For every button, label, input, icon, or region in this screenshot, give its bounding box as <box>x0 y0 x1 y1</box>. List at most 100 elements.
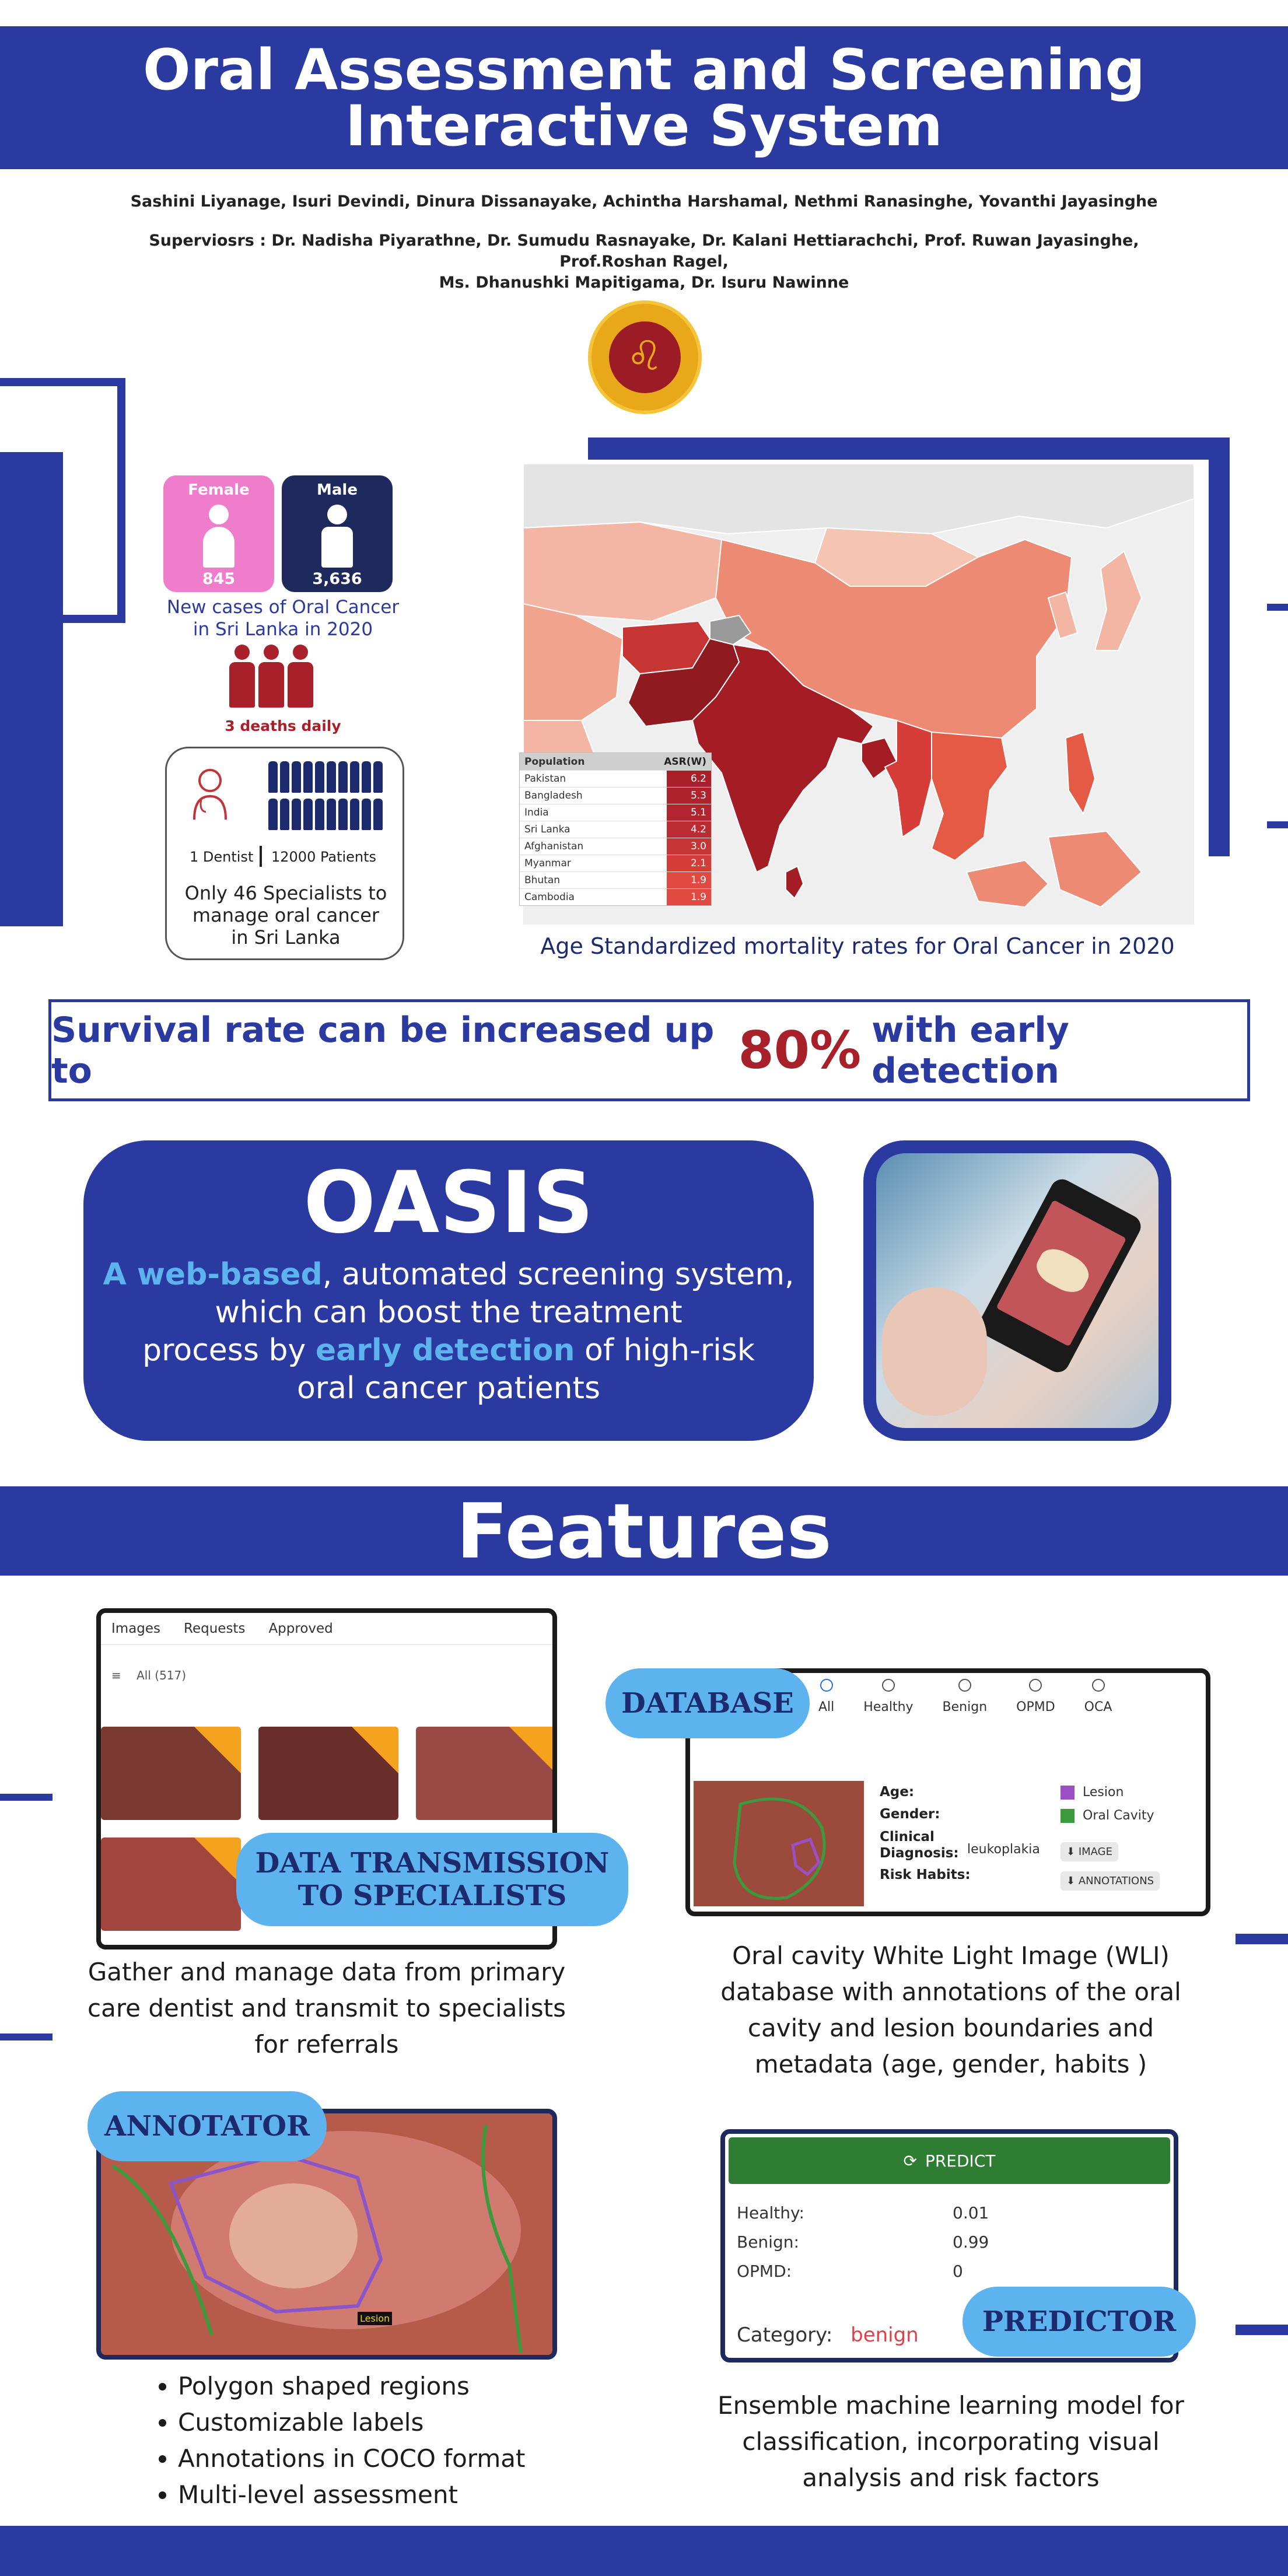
tab-requests[interactable]: Requests <box>184 1621 246 1636</box>
country: Pakistan <box>524 773 566 785</box>
table-row: Bhutan 1.9 <box>520 872 711 888</box>
oral-cavity-swatch <box>1060 1809 1074 1823</box>
filter-row[interactable]: ≡ All (517) <box>101 1645 552 1706</box>
country: India <box>524 807 549 818</box>
risk-label: Risk Habits: <box>880 1867 971 1882</box>
asr: 5.3 <box>667 788 711 804</box>
radio-benign[interactable]: Benign <box>943 1679 987 1714</box>
thumbnail[interactable] <box>101 1838 241 1931</box>
deco-tick-right-2 <box>1267 821 1288 828</box>
tab-bar: Images Requests Approved <box>101 1613 552 1645</box>
deco-tick-left-1 <box>0 1794 52 1801</box>
survival-banner: Survival rate can be increased up to 80%… <box>48 999 1250 1101</box>
result-row: Healthy: 0.01 <box>737 2203 989 2222</box>
filter-icon: ≡ <box>111 1668 121 1682</box>
predictor-desc: Ensemble machine learning model for clas… <box>694 2388 1208 2496</box>
table-row: India 5.1 <box>520 804 711 821</box>
lesion-tag[interactable]: Lesion <box>358 2312 393 2325</box>
survival-post: with early detection <box>872 1009 1069 1091</box>
clinical-label-2: Diagnosis: <box>880 1846 959 1861</box>
tab-images[interactable]: Images <box>111 1621 161 1636</box>
oral-image <box>694 1781 864 1906</box>
asr: 3.0 <box>667 838 711 855</box>
radio-all[interactable]: All <box>818 1679 834 1714</box>
title-line-2: Interactive System <box>345 93 943 159</box>
age-label: Age: <box>880 1784 915 1800</box>
deco-tick-right-3 <box>1236 1934 1288 1944</box>
title-line-1: Oral Assessment and Screening <box>142 37 1145 103</box>
table-row: Bangladesh 5.3 <box>520 787 711 804</box>
thumbnail[interactable] <box>101 1727 241 1820</box>
pill-line-1: DATA TRANSMISSION <box>255 1847 610 1880</box>
result-row: OPMD: 0 <box>737 2261 963 2281</box>
pill-line-2: TO SPECIALISTS <box>298 1880 567 1912</box>
survival-pre: Survival rate can be increased up to <box>51 1009 715 1091</box>
radio-healthy[interactable]: Healthy <box>863 1679 914 1714</box>
bullet-item: Polygon shaped regions <box>178 2368 525 2404</box>
footer-bar <box>0 2526 1288 2576</box>
hand <box>882 1287 987 1416</box>
desc-line: cavity and lesion boundaries and <box>747 2014 1154 2042</box>
tab-approved[interactable]: Approved <box>268 1621 333 1636</box>
header-population: Population <box>524 755 585 768</box>
table-row: Afghanistan 3.0 <box>520 838 711 855</box>
diagnosis-value: leukoplakia <box>967 1842 1040 1857</box>
lesion-swatch <box>1060 1786 1074 1800</box>
thumbnail[interactable] <box>416 1727 552 1820</box>
male-label: Male <box>317 481 358 499</box>
legend-lesion: Lesion <box>1083 1785 1124 1800</box>
specialists-line-1: Only 46 Specialists to <box>184 882 387 904</box>
table-row: Pakistan 6.2 <box>520 770 711 787</box>
authors: Sashini Liyanage, Isuri Devindi, Dinura … <box>130 192 1158 211</box>
annotation-legend: Lesion Oral Cavity <box>1060 1781 1154 1828</box>
desc-line: care dentist and transmit to specialists <box>87 1994 566 2022</box>
deco-bar-left <box>0 452 63 926</box>
dentist-label: 1 Dentist <box>190 849 254 865</box>
male-card: Male 3,636 <box>282 475 393 592</box>
filter-all: All (517) <box>136 1668 187 1682</box>
download-icon: ⬇ <box>1066 1846 1079 1858</box>
specialists-text: Only 46 Specialists to manage oral cance… <box>169 882 402 949</box>
asr: 5.1 <box>667 804 711 821</box>
predict-button[interactable]: ⟳ PREDICT <box>729 2137 1170 2184</box>
asr: 2.1 <box>667 855 711 872</box>
divider <box>260 846 262 867</box>
table-row: Cambodia 1.9 <box>520 888 711 905</box>
image-download-button[interactable]: ⬇ IMAGE <box>1060 1842 1118 1861</box>
female-person-icon <box>203 505 235 568</box>
country: Afghanistan <box>524 841 584 852</box>
oasis-hl-web-based: A web-based <box>103 1257 323 1292</box>
table-header: Population ASR(W) <box>520 753 711 770</box>
cases-caption-line-1: New cases of Oral Cancer <box>166 597 400 618</box>
desc-line: for referrals <box>254 2030 399 2059</box>
specialists-line-2: manage oral cancer <box>192 904 380 926</box>
oasis-description: A web-based, automated screening system,… <box>83 1256 814 1408</box>
table-row: Myanmar 2.1 <box>520 855 711 872</box>
university-logo-inner <box>607 319 683 396</box>
phone-photo-frame <box>863 1140 1171 1441</box>
supervisors: Superviosrs : Dr. Nadisha Piyarathne, Dr… <box>117 230 1171 293</box>
oasis-box: OASIS A web-based, automated screening s… <box>83 1140 814 1441</box>
annotations-download-button[interactable]: ⬇ ANNOTATIONS <box>1060 1871 1160 1891</box>
deco-tick-left-2 <box>0 2034 52 2041</box>
country: Myanmar <box>524 858 571 869</box>
survival-pct: 80% <box>738 1020 862 1080</box>
radio-opmd[interactable]: OPMD <box>1016 1679 1055 1714</box>
database-pill: DATABASE <box>606 1668 810 1738</box>
asia-mortality-map <box>523 464 1194 925</box>
deco-tick-right-4 <box>1236 2325 1288 2335</box>
oasis-t1: , automated screening system, <box>322 1257 794 1292</box>
desc-line: Gather and manage data from primary <box>88 1958 566 1986</box>
country: Cambodia <box>524 891 575 903</box>
deco-bar-map-right <box>1209 438 1230 856</box>
radio-oca[interactable]: OCA <box>1084 1679 1112 1714</box>
deco-bar-map-top <box>588 438 1230 460</box>
bullet-item: Customizable labels <box>178 2404 525 2441</box>
map-caption: Age Standardized mortality rates for Ora… <box>540 933 1175 959</box>
database-desc: Oral cavity White Light Image (WLI) data… <box>665 1938 1237 2082</box>
mortality-table: Population ASR(W) Pakistan 6.2 Bangladesh… <box>519 752 712 906</box>
thumbnail[interactable] <box>258 1727 398 1820</box>
category-label: Category: <box>737 2323 833 2347</box>
desc-line: database with annotations of the oral <box>720 1978 1181 2006</box>
data-transmission-pill: DATA TRANSMISSION TO SPECIALISTS <box>236 1833 628 1926</box>
